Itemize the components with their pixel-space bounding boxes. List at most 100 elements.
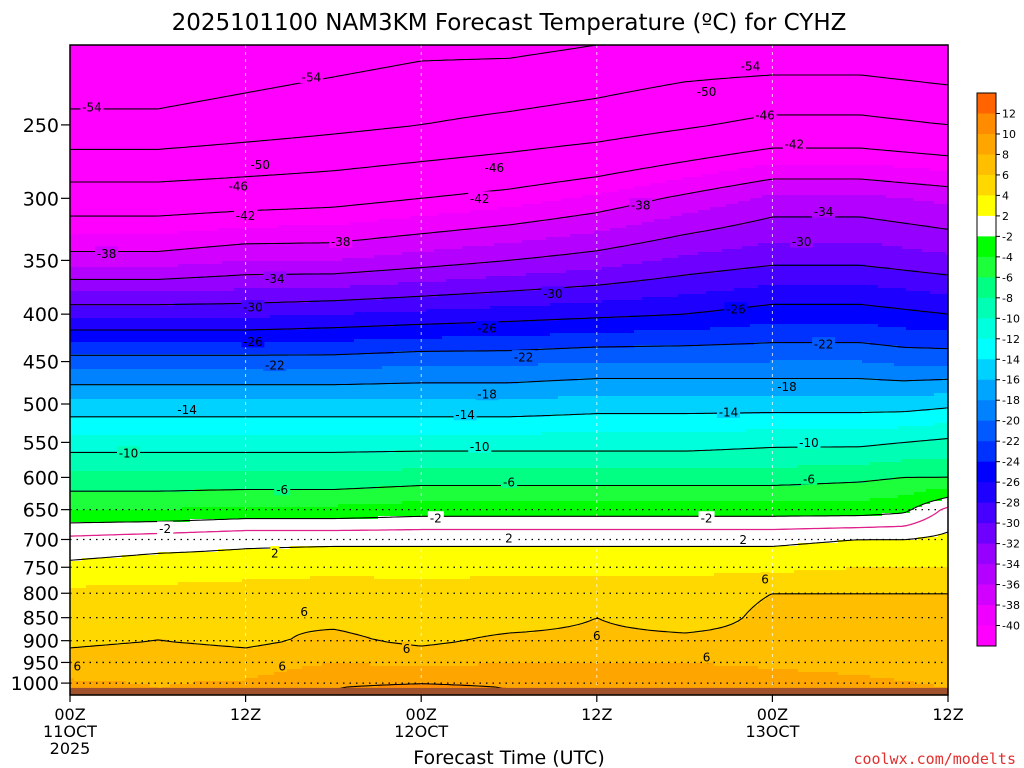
field-cell — [370, 663, 479, 667]
field-cell — [594, 618, 603, 622]
isotherm-label: -2 — [159, 522, 171, 536]
isotherm-label-bg — [270, 546, 280, 560]
field-cell — [70, 678, 75, 682]
colorbar-swatch — [977, 420, 996, 442]
field-cell — [622, 624, 731, 628]
time-tick-label: 00Z — [54, 705, 85, 724]
field-cell — [678, 255, 949, 259]
field-cell — [546, 237, 667, 241]
field-cell — [70, 465, 799, 469]
field-cell — [70, 117, 949, 121]
colorbar-tick-label: 8 — [1002, 148, 1009, 161]
isotherm-label: -26 — [477, 322, 497, 336]
field-cell — [930, 168, 949, 172]
field-cell — [898, 426, 949, 430]
field-cell — [70, 234, 407, 238]
field-cell — [494, 225, 627, 229]
field-cell — [518, 258, 663, 262]
isotherm-label-bg — [512, 350, 536, 364]
plot-frame — [69, 44, 949, 696]
field-cell — [558, 318, 949, 322]
field-cell — [70, 297, 383, 301]
field-cell — [70, 63, 949, 67]
field-cell — [750, 447, 949, 451]
field-cell — [602, 300, 949, 304]
field-cell — [862, 411, 949, 415]
field-cell — [746, 267, 891, 271]
field-cell — [626, 225, 731, 229]
field-cell — [558, 396, 949, 400]
pressure-tick-label: 500 — [23, 394, 59, 416]
field-cell — [578, 378, 879, 382]
field-cell — [74, 678, 247, 682]
field-cell — [438, 213, 587, 217]
field-cell — [610, 621, 739, 625]
field-cell — [70, 537, 919, 541]
field-cell — [70, 429, 747, 433]
isotherm-line — [70, 437, 949, 453]
field-cell — [242, 579, 949, 583]
field-cell — [750, 612, 949, 616]
isotherm-label-bg — [797, 435, 821, 449]
isotherm-label-bg — [95, 246, 119, 260]
time-tick-label: 12Z — [581, 705, 612, 724]
field-cell — [470, 210, 607, 214]
field-cell — [634, 330, 949, 334]
field-cell — [930, 501, 949, 505]
field-cell — [70, 270, 371, 274]
field-cell — [70, 492, 915, 496]
field-cell — [482, 321, 949, 325]
field-cell — [70, 264, 179, 268]
field-cell — [70, 507, 183, 511]
field-cell — [218, 228, 467, 232]
field-cell — [70, 258, 343, 262]
field-cell — [246, 678, 895, 682]
field-cell — [494, 243, 635, 247]
field-cell — [70, 267, 411, 271]
field-cell — [730, 624, 949, 628]
field-cell — [570, 234, 683, 238]
isotherm-label-bg — [724, 302, 748, 316]
field-cell — [866, 216, 949, 220]
field-cell — [70, 468, 403, 472]
field-cell — [70, 225, 279, 229]
field-cell — [70, 570, 795, 574]
field-cell — [322, 663, 371, 667]
isotherm-label: -22 — [514, 351, 534, 365]
field-cell — [70, 300, 311, 304]
field-cell — [70, 66, 949, 70]
field-cell — [70, 522, 949, 526]
field-cell — [70, 120, 949, 124]
isotherm-label-bg — [329, 234, 353, 248]
field-cell — [274, 642, 403, 646]
isotherm-label-bg — [299, 604, 309, 618]
isotherm-line — [70, 377, 948, 386]
colorbar-tick-label: -28 — [1002, 497, 1020, 510]
field-cell — [742, 246, 903, 250]
field-cell — [70, 660, 949, 664]
field-cell — [470, 576, 949, 580]
field-cell — [70, 666, 303, 670]
field-cell — [70, 192, 603, 196]
field-cell — [466, 228, 611, 232]
field-cell — [70, 243, 239, 247]
isotherm-label: -22 — [265, 359, 285, 373]
field-cell — [290, 639, 383, 643]
isotherm-label: 6 — [403, 642, 411, 656]
field-cell — [170, 684, 379, 688]
field-cell — [742, 183, 927, 187]
field-cell — [70, 612, 751, 616]
colorbar-tick-label: -32 — [1002, 538, 1020, 551]
field-cell — [70, 519, 191, 523]
field-cell — [82, 558, 949, 562]
isotherm-label: -34 — [814, 205, 834, 219]
field-cell — [70, 105, 949, 109]
field-cell — [354, 339, 949, 343]
field-cell — [722, 249, 923, 253]
field-cell — [394, 450, 949, 454]
field-cell — [70, 351, 395, 355]
field-cell — [738, 201, 935, 205]
field-cell — [666, 276, 949, 280]
field-cell — [158, 552, 949, 556]
colorbar-swatch — [977, 174, 996, 196]
